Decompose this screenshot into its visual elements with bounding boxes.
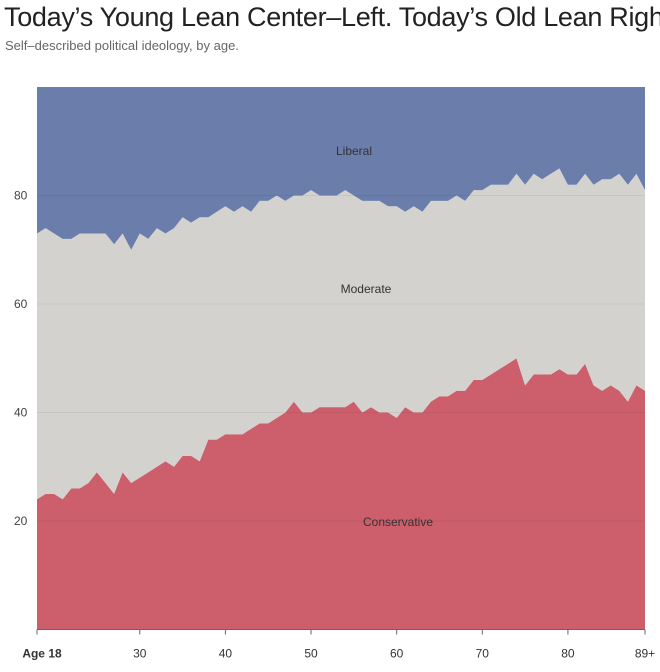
area-liberal: [37, 87, 645, 250]
y-tick-label: 80: [14, 189, 28, 203]
x-tick-label: 89+: [635, 647, 655, 661]
x-tick-label: 80: [561, 647, 575, 661]
area-conservative: [37, 358, 645, 630]
y-tick-label: 20: [14, 514, 28, 528]
series-label-liberal: Liberal: [336, 144, 372, 158]
x-tick-label: 60: [390, 647, 404, 661]
chart-title: Today’s Young Lean Center–Left. Today’s …: [4, 2, 660, 32]
y-tick-label: 40: [14, 406, 28, 420]
x-tick-label: 40: [219, 647, 233, 661]
x-tick-label: Age 18: [22, 647, 62, 661]
series-label-conservative: Conservative: [363, 515, 433, 529]
chart-subtitle: Self–described political ideology, by ag…: [5, 38, 239, 53]
x-tick-label: 50: [304, 647, 318, 661]
area-moderate: [37, 168, 645, 500]
x-tick-label: 30: [133, 647, 147, 661]
x-tick-label: 70: [476, 647, 490, 661]
series-label-moderate: Moderate: [341, 282, 392, 296]
y-tick-label: 60: [14, 297, 28, 311]
